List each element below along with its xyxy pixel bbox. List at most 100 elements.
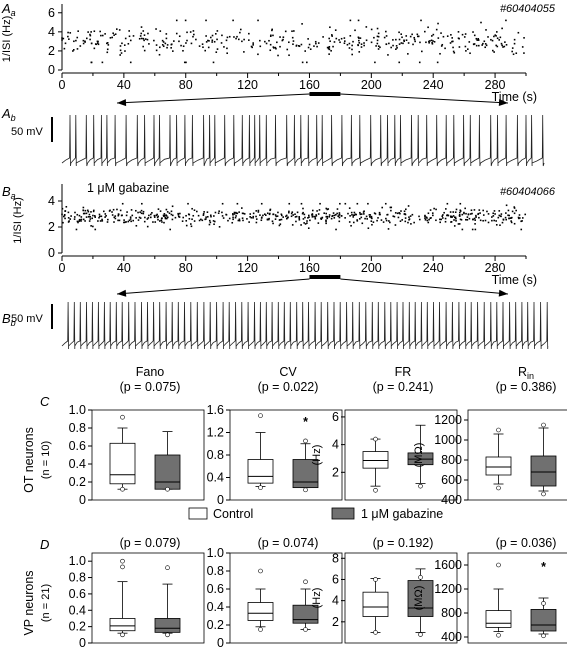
data-point xyxy=(155,49,158,52)
data-point xyxy=(474,228,477,231)
box-iqr xyxy=(154,454,181,490)
data-point xyxy=(424,218,427,221)
data-point xyxy=(377,217,379,219)
data-point xyxy=(74,211,76,214)
data-point xyxy=(232,213,234,216)
data-point xyxy=(72,50,74,52)
data-point xyxy=(216,38,218,41)
data-point xyxy=(257,211,260,213)
data-point xyxy=(204,49,207,52)
data-point xyxy=(113,216,116,219)
data-point xyxy=(171,214,174,217)
outlier-point xyxy=(258,485,263,490)
data-point xyxy=(94,215,96,217)
box-iqr xyxy=(154,618,181,633)
data-point xyxy=(340,215,343,217)
data-point xyxy=(354,213,357,216)
data-point xyxy=(157,218,159,221)
data-point xyxy=(241,217,244,219)
data-point xyxy=(125,221,127,223)
data-point xyxy=(252,212,255,215)
data-point xyxy=(304,223,307,225)
data-point xyxy=(226,52,228,55)
data-point xyxy=(502,46,504,48)
outlier-point xyxy=(373,488,378,493)
data-point xyxy=(128,35,131,38)
data-point xyxy=(143,39,145,42)
data-point xyxy=(387,228,390,230)
data-point xyxy=(129,216,132,218)
data-point xyxy=(385,217,387,220)
p-value-rin: (p = 0.386) xyxy=(496,380,557,394)
data-point xyxy=(80,218,83,221)
data-point xyxy=(284,30,287,33)
outlier-point xyxy=(418,632,423,637)
data-point xyxy=(507,209,510,212)
data-point xyxy=(157,215,159,218)
data-point xyxy=(451,37,453,39)
data-point xyxy=(338,216,341,219)
data-point xyxy=(185,214,187,217)
data-point xyxy=(450,34,452,36)
data-point xyxy=(392,215,395,218)
data-point xyxy=(248,39,250,41)
data-point xyxy=(360,46,363,48)
data-point xyxy=(118,29,121,31)
row-label: VP neurons xyxy=(22,570,36,635)
gabazine-box-cv xyxy=(292,579,319,632)
y-tick-label: 0.8 xyxy=(207,448,224,462)
data-point xyxy=(233,36,235,38)
data-point xyxy=(491,49,494,52)
data-point xyxy=(235,215,237,217)
data-point xyxy=(335,228,337,231)
data-point xyxy=(142,37,145,40)
data-point xyxy=(147,217,150,219)
data-point xyxy=(72,49,75,51)
control-box-rin xyxy=(485,562,512,638)
data-point xyxy=(492,215,495,217)
data-point xyxy=(425,216,428,219)
data-point xyxy=(104,213,107,215)
data-point xyxy=(268,39,270,42)
data-point xyxy=(233,213,236,215)
data-point xyxy=(366,218,368,220)
data-point xyxy=(185,220,188,222)
data-point xyxy=(323,212,326,214)
data-point xyxy=(377,45,380,47)
data-point xyxy=(331,34,333,36)
data-point xyxy=(471,228,474,231)
data-point xyxy=(174,216,177,219)
data-point xyxy=(433,40,436,43)
data-point xyxy=(190,223,192,225)
data-point xyxy=(232,213,234,215)
data-point xyxy=(390,46,392,49)
data-point xyxy=(511,216,513,219)
data-point xyxy=(175,32,178,35)
y-tick-label: 0 xyxy=(217,493,224,507)
data-point xyxy=(143,49,146,52)
time-window-bar xyxy=(309,92,341,96)
data-point xyxy=(311,213,314,215)
data-point xyxy=(67,35,69,38)
data-point xyxy=(232,19,234,22)
data-point xyxy=(226,47,228,50)
data-point xyxy=(165,37,168,40)
data-point xyxy=(185,61,187,64)
data-point xyxy=(169,228,171,231)
outlier-point xyxy=(258,413,263,418)
data-point xyxy=(353,211,356,214)
data-point xyxy=(161,44,164,46)
data-point xyxy=(437,22,439,25)
data-point xyxy=(212,220,215,222)
data-point xyxy=(352,214,355,217)
data-point xyxy=(491,39,494,42)
data-point xyxy=(82,218,85,221)
scatter-points xyxy=(61,202,527,231)
data-point xyxy=(123,221,125,224)
data-point xyxy=(523,37,525,39)
data-point xyxy=(344,202,347,205)
p-value-fr: (p = 0.241) xyxy=(373,380,434,394)
data-point xyxy=(235,211,237,214)
data-point xyxy=(328,46,330,49)
data-point xyxy=(149,216,152,219)
